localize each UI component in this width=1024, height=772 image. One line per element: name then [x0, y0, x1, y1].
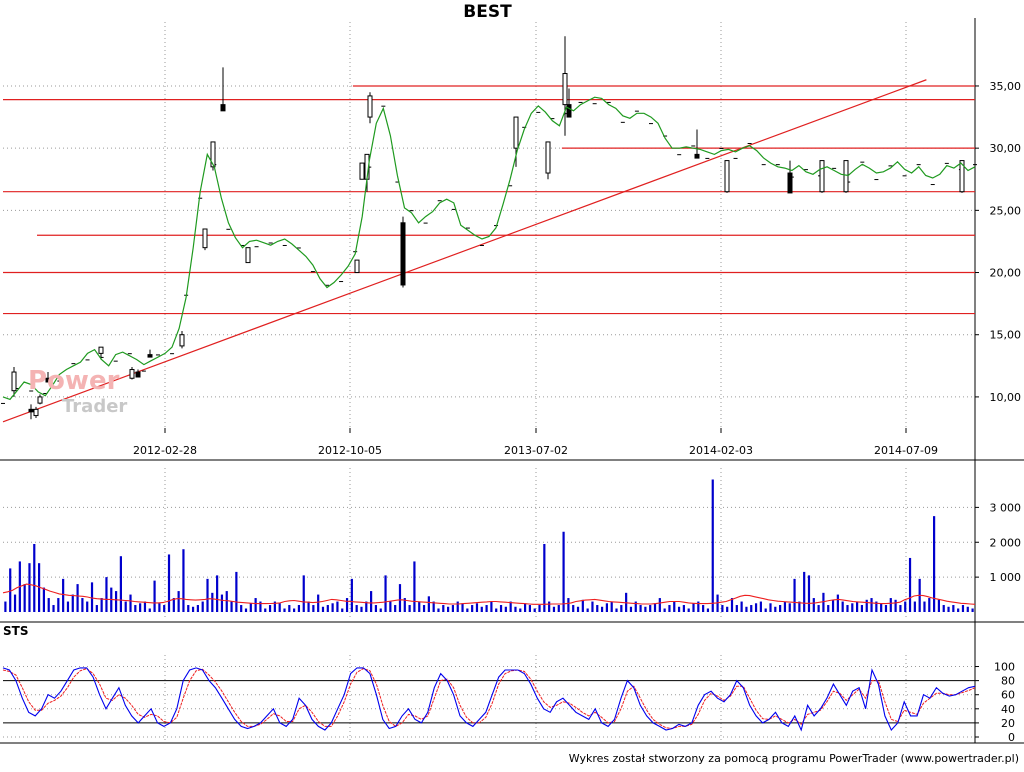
sts-y-tick-label: 100 [994, 661, 1015, 674]
x-tick-label: 2012-10-05 [318, 444, 382, 457]
price-y-tick-label: 30,00 [990, 142, 1022, 155]
candle-body [545, 141, 551, 174]
price-y-tick-label: 25,00 [990, 204, 1022, 217]
candle-body [245, 247, 251, 264]
candle-body [45, 377, 51, 383]
candle-body [354, 259, 360, 274]
candle-body [11, 371, 17, 392]
candle-body [566, 104, 572, 118]
watermark-power: Power [28, 366, 120, 396]
candle-body [179, 334, 185, 347]
sts-y-tick-label: 0 [1008, 731, 1015, 744]
x-tick-label: 2014-07-09 [874, 444, 938, 457]
price-y-tick-label: 10,00 [990, 391, 1022, 404]
sts-y-tick-label: 20 [1001, 717, 1015, 730]
candle-body [513, 116, 519, 149]
volume-y-tick-label: 2 000 [990, 536, 1022, 549]
sts-panel-label: STS [3, 624, 29, 638]
sts-y-tick-label: 80 [1001, 675, 1015, 688]
chart-title: BEST [463, 2, 512, 22]
sts-main-line [2, 667, 976, 732]
candle-body [147, 354, 153, 358]
price-line-series [2, 96, 976, 401]
candle-body [959, 160, 965, 193]
candle-body [843, 160, 849, 193]
sts-signal-line [2, 668, 976, 730]
candle-body [28, 408, 34, 413]
candle-body [202, 228, 208, 249]
x-tick-label: 2013-07-02 [504, 444, 568, 457]
volume-average-line [2, 583, 976, 605]
candle-body [98, 346, 104, 354]
footer-credit: Wykres został stworzony za pomocą progra… [568, 752, 1019, 765]
x-tick-label: 2014-02-03 [689, 444, 753, 457]
candle-body [562, 73, 568, 106]
candle-body [220, 104, 226, 112]
candle-body [787, 172, 793, 194]
candle-body [724, 160, 730, 193]
candle-body [359, 162, 365, 180]
volume-y-tick-label: 3 000 [990, 501, 1022, 514]
x-tick-label: 2012-02-28 [133, 444, 197, 457]
watermark-trader: Trader [62, 396, 128, 417]
price-y-tick-label: 20,00 [990, 267, 1022, 280]
candle-body [819, 160, 825, 193]
candle-body [135, 371, 141, 378]
sts-y-tick-label: 40 [1001, 703, 1015, 716]
candle-body [129, 369, 135, 379]
candle-body [33, 408, 39, 417]
trend-line [2, 79, 927, 423]
volume-y-tick-label: 1 000 [990, 571, 1022, 584]
candle-body [367, 95, 373, 118]
sts-y-tick-label: 60 [1001, 689, 1015, 702]
candle-body [210, 141, 216, 168]
candle-body [400, 222, 406, 286]
candle-body [37, 396, 43, 404]
price-y-tick-label: 35,00 [990, 80, 1022, 93]
candle-body [694, 153, 700, 159]
price-y-tick-label: 15,00 [990, 329, 1022, 342]
